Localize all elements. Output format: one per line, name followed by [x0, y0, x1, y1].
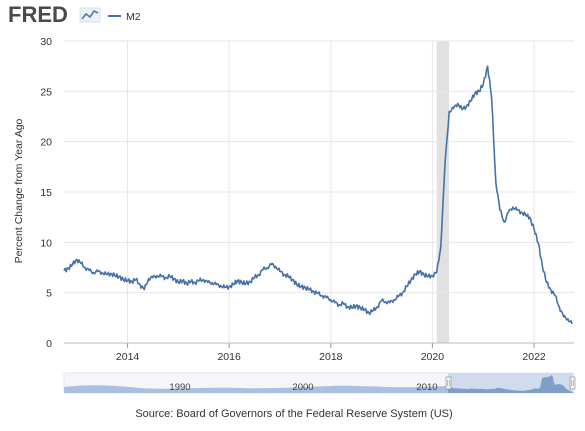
y-tick-label-10: 10 [40, 237, 52, 249]
navigator-left-handle[interactable] [445, 376, 452, 390]
source-note: Source: Board of Governors of the Federa… [135, 408, 452, 420]
y-tick-label-30: 30 [40, 36, 52, 48]
x-tick-label-2022: 2022 [522, 351, 546, 363]
x-tick-label-2014: 2014 [116, 351, 140, 363]
navigator-series-area [448, 374, 573, 393]
y-tick-labels: 0 5 10 15 20 25 30 [40, 36, 52, 350]
range-navigator[interactable]: 1990 2000 2010 [63, 372, 576, 394]
y-tick-label-20: 20 [40, 137, 52, 149]
y-tick-label-5: 5 [46, 288, 52, 300]
y-tick-label-0: 0 [46, 338, 52, 350]
x-tick-label-2018: 2018 [319, 351, 343, 363]
navigator-label-1990: 1990 [169, 382, 190, 393]
x-tick-label-2016: 2016 [217, 351, 241, 363]
x-tick-labels: 2014 2016 2018 2020 2022 [116, 351, 546, 363]
y-axis-label: Percent Change from Year Ago [13, 118, 25, 263]
navigator-label-2000: 2000 [292, 382, 313, 393]
x-tick-label-2020: 2020 [421, 351, 445, 363]
navigator-history-area [64, 385, 448, 393]
series-line-M2[interactable] [63, 65, 573, 325]
y-tick-label-25: 25 [40, 86, 52, 98]
mini-line-chart-icon [79, 7, 101, 23]
legend: M2 [108, 11, 141, 23]
y-tick-label-15: 15 [40, 187, 52, 199]
gridlines [64, 40, 574, 348]
series-layer[interactable] [63, 65, 573, 325]
navigator-right-handle[interactable] [569, 376, 576, 390]
brand-name: FRED [8, 2, 68, 27]
legend-label-m2[interactable]: M2 [126, 11, 141, 23]
fred-logo[interactable]: FRED [8, 2, 101, 27]
navigator-label-2010: 2010 [416, 382, 437, 393]
